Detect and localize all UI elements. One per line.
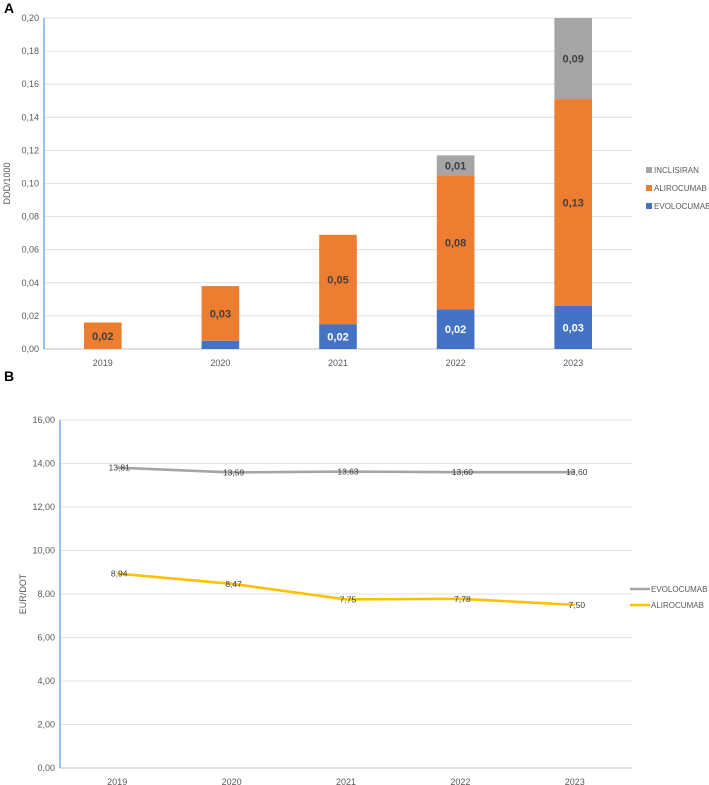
point-label: 8,47 — [225, 579, 242, 589]
line-evolocumab — [117, 466, 575, 474]
line-alirocumab — [117, 572, 575, 607]
y-tick-label: 0,16 — [21, 79, 39, 89]
x-tick-label: 2019 — [93, 358, 113, 368]
y-tick-label: 0,00 — [21, 344, 39, 354]
point-label: 7,78 — [454, 594, 471, 604]
point-label: 13,63 — [337, 467, 359, 477]
bar-evolocumab — [201, 340, 240, 349]
bar-evolocumab — [436, 309, 475, 349]
point-label: 8,94 — [111, 569, 128, 579]
y-tick-label: 0,04 — [21, 278, 39, 288]
x-tick-label: 2021 — [336, 777, 356, 785]
y-tick-label: 12,00 — [32, 502, 55, 512]
point-label: 13,60 — [566, 467, 588, 477]
bar-data-label: 0,03 — [210, 308, 231, 320]
legend-swatch — [646, 167, 652, 173]
bar-alirocumab — [201, 286, 240, 341]
y-tick-label: 0,06 — [21, 245, 39, 255]
legend-swatch — [646, 185, 652, 191]
bar-data-label: 0,08 — [445, 237, 466, 249]
y-tick-label: 0,14 — [21, 112, 39, 122]
bar-data-label: 0,02 — [92, 331, 113, 343]
bar-data-label: 0,09 — [562, 54, 583, 66]
bar-data-label: 0,02 — [445, 324, 466, 336]
x-tick-label: 2020 — [222, 777, 242, 785]
bar-data-label: 0,13 — [562, 198, 583, 210]
bar-evolocumab — [319, 324, 357, 349]
panel-a: A 0,00 0,02 0,04 0,06 0,08 0,10 0,12 0,14 0,16 0,1… — [2, 0, 709, 368]
panel-b: B 0,00 2,00 4,00 6,00 8,00 10,00 12,00 14,00 16,0… — [4, 368, 707, 785]
legend-label: INCLISIRAN — [654, 166, 699, 175]
bar-data-label: 0,05 — [327, 274, 348, 286]
y-axis-title: DDD/1000 — [2, 162, 12, 204]
point-label: 13,60 — [452, 467, 474, 477]
y-tick-label: 0,20 — [21, 13, 39, 23]
y-tick-label: 0,18 — [21, 46, 39, 56]
y-tick-label: 8,00 — [37, 589, 55, 599]
panel-letter: A — [4, 0, 14, 16]
x-tick-label: 2022 — [446, 358, 466, 368]
x-tick-label: 2023 — [563, 358, 583, 368]
y-axis-title: EUR/DOT — [18, 573, 28, 614]
point-label: 13,81 — [109, 463, 131, 473]
bar-alirocumab — [83, 322, 122, 349]
bar-data-label: 0,01 — [445, 160, 466, 172]
legend-label: EVOLOCUMAB — [654, 202, 709, 211]
x-tick-label: 2021 — [328, 358, 348, 368]
bar-alirocumab — [319, 234, 357, 325]
y-tick-label: 0,12 — [21, 145, 39, 155]
bar-alirocumab — [436, 175, 475, 310]
x-tick-label: 2020 — [210, 358, 230, 368]
legend-label: ALIROCUMAB — [654, 184, 707, 193]
legend-label: ALIROCUMAB — [651, 601, 704, 610]
point-label: 7,50 — [569, 600, 586, 610]
y-tick-label: 16,00 — [32, 415, 55, 425]
bar-inclisiran — [554, 18, 593, 100]
bar-data-label: 0,03 — [562, 322, 583, 334]
bar-evolocumab — [554, 305, 593, 349]
y-tick-label: 2,00 — [37, 720, 55, 730]
bar-alirocumab — [554, 99, 593, 306]
x-tick-label: 2022 — [450, 777, 470, 785]
y-tick-label: 0,10 — [21, 179, 39, 189]
y-tick-label: 0,08 — [21, 212, 39, 222]
legend-label: EVOLOCUMAB — [651, 585, 707, 594]
bar-inclisiran — [436, 155, 475, 176]
bar-data-label: 0,02 — [327, 332, 348, 344]
x-tick-label: 2023 — [565, 777, 585, 785]
panel-letter: B — [4, 368, 14, 384]
x-tick-label: 2019 — [107, 777, 127, 785]
legend-swatch — [646, 203, 652, 209]
y-tick-label: 4,00 — [37, 676, 55, 686]
y-tick-label: 6,00 — [37, 633, 55, 643]
point-label: 7,75 — [340, 594, 357, 604]
y-tick-label: 10,00 — [32, 546, 55, 556]
point-label: 13,59 — [223, 467, 245, 477]
y-tick-label: 0,02 — [21, 311, 39, 321]
y-tick-label: 0,00 — [37, 763, 55, 773]
y-tick-label: 14,00 — [32, 459, 55, 469]
